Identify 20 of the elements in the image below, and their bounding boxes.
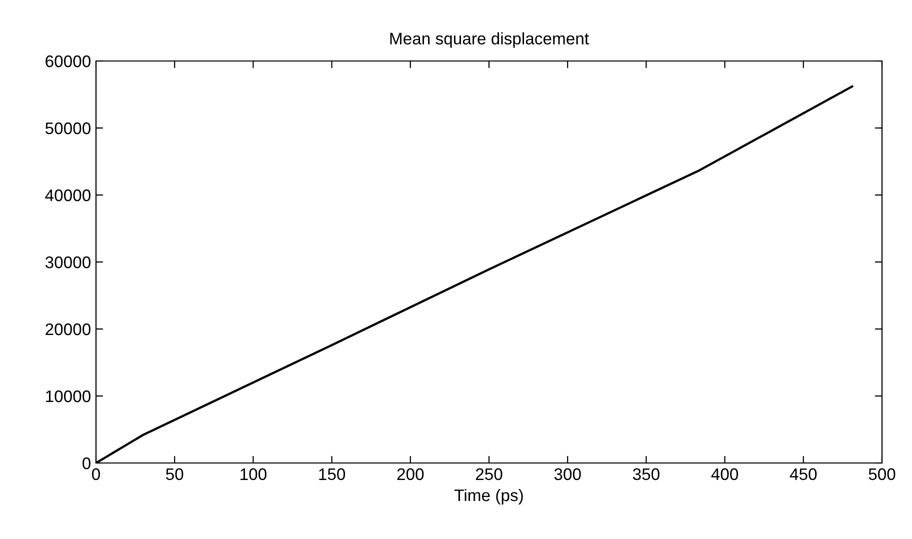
x-tick-label: 300 — [554, 468, 581, 480]
x-tick-label: 500 — [868, 468, 896, 480]
x-tick-label: 450 — [790, 468, 817, 480]
y-tick-label: 30000 — [45, 256, 90, 268]
x-tick-label: 0 — [92, 468, 100, 480]
y-tick-label: 20000 — [46, 323, 90, 336]
x-tick-label: 400 — [711, 468, 738, 480]
y-tick-label: 40000 — [45, 189, 90, 202]
x-tick-label: 250 — [476, 468, 502, 480]
y-tick-label: 50000 — [45, 122, 90, 134]
x-tick-label: 350 — [632, 468, 660, 480]
x-axis-title: Time (ps) — [454, 488, 523, 504]
x-tick-label: 50 — [166, 468, 184, 480]
y-tick-label: 0 — [82, 457, 90, 470]
y-tick-label: 60000 — [46, 55, 90, 68]
x-tick-label: 150 — [319, 468, 346, 480]
y-tick-label: 10000 — [46, 390, 90, 402]
x-tick-label: 200 — [397, 468, 424, 480]
chart-title: Mean square displacement — [390, 32, 589, 48]
x-tick-label: 100 — [240, 468, 266, 480]
